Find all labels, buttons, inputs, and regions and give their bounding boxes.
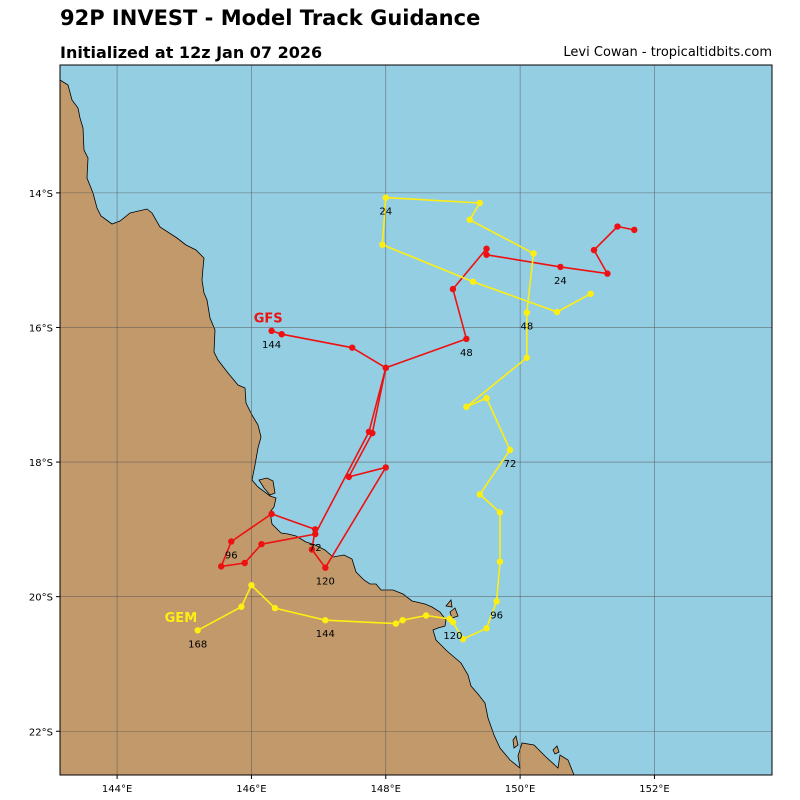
gem-track-point xyxy=(476,199,484,207)
gem-track-point xyxy=(446,615,453,623)
gem-track-point xyxy=(476,491,484,498)
gem-track xyxy=(194,194,594,643)
gem-track-point xyxy=(553,308,561,316)
gfs-track-point xyxy=(345,473,353,481)
gfs-track-point xyxy=(631,226,638,234)
gfs-track-point xyxy=(312,526,319,533)
gem-track-point xyxy=(379,241,386,248)
gfs-track-point xyxy=(604,270,611,277)
page-title: 92P INVEST - Model Track Guidance xyxy=(60,6,481,30)
gfs-track-point xyxy=(483,251,490,258)
gem-track-point xyxy=(587,290,594,298)
gfs-track-point xyxy=(322,564,329,571)
gfs-track-point xyxy=(463,335,470,343)
gfs-track-point xyxy=(614,223,621,230)
gfs-track-point xyxy=(278,330,285,338)
gem-track-point xyxy=(422,612,430,619)
gfs-track xyxy=(218,223,638,571)
lon-tick-label: 144°E xyxy=(102,784,132,795)
percy-island xyxy=(552,745,560,755)
gfs-track-point xyxy=(228,538,235,545)
gem-track-point xyxy=(238,603,245,610)
gem-track-point xyxy=(523,309,531,316)
gfs-track-point xyxy=(365,428,373,435)
gem-forecast-hour-label: 24 xyxy=(379,207,392,218)
gem-track-point xyxy=(523,354,531,361)
gfs-track-point xyxy=(268,510,275,518)
lat-tick-label: 18°S xyxy=(29,458,53,469)
gfs-forecast-hour-label: 144 xyxy=(262,340,281,351)
gem-forecast-hour-label: 48 xyxy=(520,322,533,333)
axis-ticks: 144°E 146°E 148°E 150°E 152°E 14°S 16°S 18°S 20°… xyxy=(29,189,670,795)
gfs-track-point xyxy=(218,563,225,570)
gem-track-point xyxy=(496,509,504,516)
northumberland-island xyxy=(512,735,519,749)
gfs-forecast-hour-label: 96 xyxy=(225,550,238,561)
model-tracks xyxy=(194,194,638,643)
gem-track-point xyxy=(483,625,490,632)
gem-track-point xyxy=(382,194,389,201)
gem-track-point xyxy=(469,278,477,285)
gfs-track-point xyxy=(449,285,457,293)
gem-forecast-hour-label: 96 xyxy=(490,610,503,621)
australia-landmass xyxy=(60,79,575,775)
gem-model-label: GEM xyxy=(165,611,198,626)
model-labels: 24 48 72 96 120 144 GFS 24 48 72 96 120 144 168 GEM xyxy=(165,207,567,651)
gem-forecast-hour-label: 72 xyxy=(504,459,517,470)
init-time-subtitle: Initialized at 12z Jan 07 2026 xyxy=(60,43,323,62)
small-island xyxy=(445,599,453,608)
gem-track-point xyxy=(463,403,470,411)
gem-track-point xyxy=(271,604,279,612)
gfs-forecast-hour-label: 120 xyxy=(316,577,335,588)
gem-track-point xyxy=(493,598,500,605)
gem-track-point xyxy=(322,617,329,624)
graticule xyxy=(60,65,772,775)
gem-forecast-hour-label: 120 xyxy=(443,631,462,642)
lat-tick-label: 14°S xyxy=(29,189,53,200)
gfs-track-point xyxy=(557,263,564,271)
gem-track-point xyxy=(248,582,255,589)
lat-tick-label: 22°S xyxy=(29,727,53,738)
lon-tick-label: 152°E xyxy=(639,784,669,795)
gfs-track-point xyxy=(241,559,248,567)
gfs-track-point xyxy=(312,530,319,538)
gem-track-point xyxy=(496,558,504,565)
gem-track-point xyxy=(466,216,473,223)
gem-track-point xyxy=(392,620,400,627)
lon-tick-label: 146°E xyxy=(236,784,266,795)
gem-track-point xyxy=(530,250,537,257)
gfs-forecast-hour-label: 48 xyxy=(460,348,473,359)
gem-forecast-hour-label: 144 xyxy=(316,629,335,640)
gfs-track-point xyxy=(348,344,356,351)
gfs-model-label: GFS xyxy=(254,311,283,326)
lat-tick-label: 20°S xyxy=(29,593,53,604)
gem-track-point xyxy=(506,446,514,454)
gfs-track-point xyxy=(382,464,389,471)
gfs-forecast-hour-label: 72 xyxy=(309,543,322,554)
gfs-track-point xyxy=(258,540,265,548)
credit-text: Levi Cowan - tropicaltidbits.com xyxy=(563,45,772,60)
lat-tick-label: 16°S xyxy=(29,323,53,334)
magnetic-island xyxy=(258,477,276,496)
gem-track-point xyxy=(194,627,201,634)
lon-tick-label: 150°E xyxy=(505,784,535,795)
gem-track-point xyxy=(459,635,467,643)
gfs-track-point xyxy=(590,246,598,254)
gfs-track-point xyxy=(268,327,275,335)
gfs-track-point xyxy=(483,245,490,252)
gem-track-point xyxy=(483,394,490,402)
gfs-track-point xyxy=(308,546,316,553)
lon-tick-label: 148°E xyxy=(371,784,401,795)
gem-track-point xyxy=(399,617,406,624)
gem-forecast-hour-label: 168 xyxy=(188,639,207,650)
gfs-forecast-hour-label: 24 xyxy=(554,276,567,287)
gfs-track-point xyxy=(382,364,389,372)
whitsunday-island xyxy=(449,607,459,619)
map-frame xyxy=(59,64,773,776)
